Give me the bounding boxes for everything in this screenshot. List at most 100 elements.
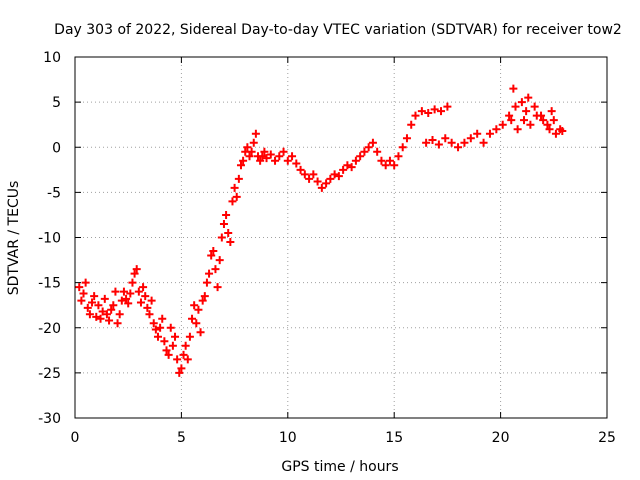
data-point-marker [398, 143, 407, 152]
data-point-marker [422, 138, 431, 147]
y-tick-label: 10 [43, 50, 61, 66]
data-point-marker [360, 147, 369, 156]
data-point-marker [511, 102, 520, 111]
data-point-marker [543, 120, 552, 129]
data-point-marker [313, 177, 322, 186]
data-point-marker [202, 278, 211, 287]
x-tick-label: 5 [177, 430, 186, 446]
data-point-marker [256, 156, 265, 165]
y-tick-label: -10 [38, 231, 61, 247]
data-point-marker [454, 143, 463, 152]
data-point-marker [479, 138, 488, 147]
y-tick-label: -15 [38, 276, 61, 292]
data-point-marker [251, 129, 260, 138]
data-point-marker [153, 332, 162, 341]
data-point-marker [115, 310, 124, 319]
y-tick-label: -20 [38, 321, 61, 337]
data-point-marker [532, 111, 541, 120]
data-point-marker [192, 319, 201, 328]
data-point-marker [296, 165, 305, 174]
y-tick-label: -30 [38, 411, 61, 427]
data-point-marker [194, 305, 203, 314]
data-point-marker [326, 174, 335, 183]
data-point-marker [485, 129, 494, 138]
data-point-marker [190, 301, 199, 310]
data-point-marker [117, 296, 126, 305]
data-point-marker [417, 107, 426, 116]
data-point-marker [213, 283, 222, 292]
data-point-marker [385, 156, 394, 165]
data-point-marker [322, 179, 331, 188]
data-point-marker [100, 294, 109, 303]
data-point-marker [368, 138, 377, 147]
data-point-marker [98, 307, 107, 316]
data-point-marker [505, 111, 514, 120]
data-point-marker [279, 147, 288, 156]
data-point-marker [85, 310, 94, 319]
data-point-marker [411, 111, 420, 120]
data-point-marker [130, 269, 139, 278]
data-point-marker [347, 163, 356, 172]
data-point-marker [377, 156, 386, 165]
data-point-marker [94, 301, 103, 310]
data-point-marker [105, 316, 114, 325]
data-point-marker [132, 265, 141, 274]
data-point-marker [305, 174, 314, 183]
data-point-marker [171, 332, 180, 341]
data-point-marker [373, 147, 382, 156]
data-point-marker [517, 98, 526, 107]
data-point-marker [447, 138, 456, 147]
data-point-marker [526, 120, 535, 129]
data-point-marker [545, 125, 554, 134]
data-point-marker [173, 355, 182, 364]
data-point-marker [175, 368, 184, 377]
data-point-marker [390, 161, 399, 170]
data-point-marker [434, 140, 443, 149]
data-point-marker [334, 172, 343, 181]
data-point-marker [185, 332, 194, 341]
data-point-marker [143, 303, 152, 312]
data-point-marker [524, 93, 533, 102]
data-point-marker [79, 289, 88, 298]
data-point-marker [119, 287, 128, 296]
data-point-marker [522, 107, 531, 116]
data-point-marker [473, 129, 482, 138]
data-point-marker [288, 152, 297, 161]
data-point-marker [271, 156, 280, 165]
data-point-marker [113, 319, 122, 328]
data-point-marker [343, 161, 352, 170]
data-point-marker [547, 107, 556, 116]
data-point-marker [222, 210, 231, 219]
data-point-marker [88, 298, 97, 307]
data-point-marker [402, 134, 411, 143]
data-point-marker [81, 278, 90, 287]
data-point-marker [109, 301, 118, 310]
data-point-marker [126, 289, 135, 298]
data-point-marker [381, 161, 390, 170]
data-point-marker [226, 238, 235, 247]
data-point-marker [351, 156, 360, 165]
data-point-marker [196, 328, 205, 337]
data-point-marker [183, 355, 192, 364]
data-point-marker [539, 116, 548, 125]
data-point-marker [292, 159, 301, 168]
data-point-marker [207, 251, 216, 260]
x-tick-label: 15 [385, 430, 403, 446]
x-tick-label: 25 [598, 430, 616, 446]
data-point-marker [219, 219, 228, 228]
data-point-marker [520, 116, 529, 125]
data-point-marker [466, 134, 475, 143]
data-point-marker [492, 125, 501, 134]
data-point-marker [92, 312, 101, 321]
data-point-marker [217, 233, 226, 242]
data-point-marker [145, 310, 154, 319]
data-point-marker [551, 129, 560, 138]
data-point-marker [77, 296, 86, 305]
data-point-marker [160, 337, 169, 346]
data-point-marker [122, 294, 131, 303]
data-point-marker [430, 105, 439, 114]
data-point-marker [134, 287, 143, 296]
data-point-marker [428, 136, 437, 145]
plot-frame [74, 56, 608, 419]
data-point-marker [111, 287, 120, 296]
